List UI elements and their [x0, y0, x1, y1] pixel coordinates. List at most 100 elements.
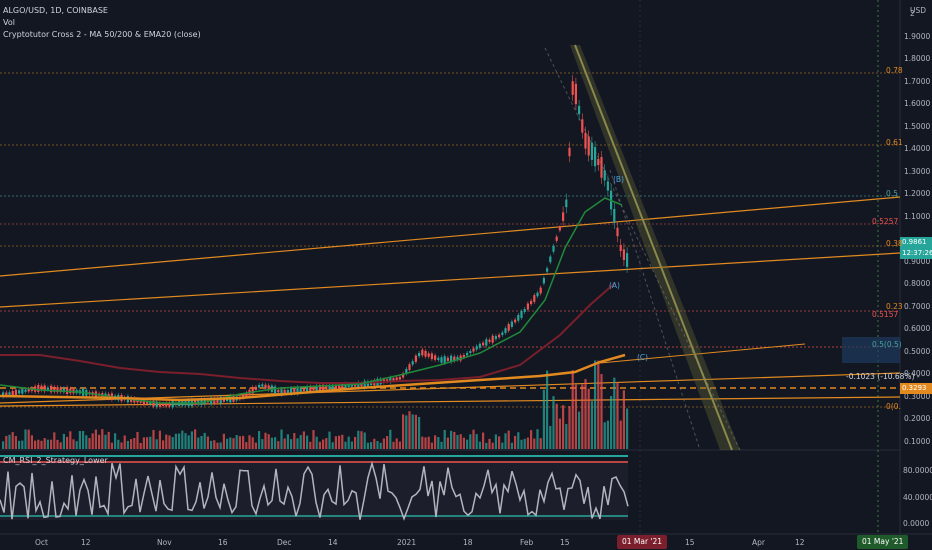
volume-bar [133, 438, 136, 449]
volume-bar [270, 437, 273, 449]
volume-bar [146, 437, 149, 449]
volume-bar [104, 434, 107, 449]
volume-bar [254, 442, 257, 449]
volume-bar [366, 442, 369, 449]
volume-bar [376, 440, 379, 449]
volume-bar [523, 438, 526, 449]
volume-bar [331, 442, 334, 449]
volume-bar [296, 438, 299, 449]
volume-bar [478, 441, 481, 449]
volume-bar [219, 442, 222, 449]
volume-bar [606, 420, 609, 449]
volume-bar [430, 442, 433, 449]
volume-bar [286, 434, 289, 449]
volume-bar [344, 441, 347, 449]
volume-bar [98, 434, 101, 449]
volume-bar [386, 436, 389, 449]
volume-bar [309, 441, 312, 449]
volume-bar [168, 435, 171, 449]
ema20-line [0, 353, 626, 402]
time-tick: Dec [277, 538, 292, 547]
price-tick: 0.4000 [904, 369, 931, 378]
volume-bar [408, 411, 411, 449]
volume-legend[interactable]: Vol [3, 18, 15, 27]
volume-bar [530, 430, 533, 449]
volume-bar [206, 436, 209, 449]
indicator-legend[interactable]: Cryptotutor Cross 2 - MA 50/200 & EMA20 … [3, 30, 201, 39]
volume-bar [411, 414, 414, 449]
volume-bar [328, 431, 331, 449]
volume-bars [2, 360, 629, 449]
volume-bar [222, 433, 225, 449]
time-tick: 15 [685, 538, 695, 547]
fib-label-0: 0(0. [886, 402, 901, 411]
volume-bar [43, 438, 46, 449]
volume-bar [536, 429, 539, 449]
volume-bar [283, 438, 286, 449]
volume-bar [382, 438, 385, 449]
volume-bar [456, 434, 459, 449]
volume-bar [373, 438, 376, 449]
volume-bar [357, 430, 360, 449]
volume-bar [542, 389, 545, 449]
volume-bar [18, 440, 21, 449]
wave-b-label: (B) [613, 175, 624, 184]
volume-bar [155, 439, 158, 449]
volume-bar [5, 435, 8, 449]
volume-bar [427, 436, 430, 449]
volume-bar [405, 415, 408, 449]
volume-bar [350, 441, 353, 449]
volume-bar [82, 430, 85, 449]
rsi-legend[interactable]: CM_RSI_2_Strategy_Lower [3, 456, 108, 465]
volume-bar [398, 441, 401, 449]
volume-bar [363, 432, 366, 449]
volume-bar [504, 433, 507, 449]
volume-bar [149, 436, 152, 449]
price-tick: 0.2000 [904, 414, 931, 423]
volume-bar [277, 441, 280, 449]
volume-bar [117, 439, 120, 449]
volume-bar [216, 442, 219, 449]
volume-bar [354, 436, 357, 449]
volume-bar [181, 430, 184, 449]
volume-bar [190, 431, 193, 449]
current-price-tag: 0.9861 [900, 237, 932, 248]
volume-bar [395, 438, 398, 449]
volume-bar [626, 408, 629, 449]
volume-bar [443, 429, 446, 449]
volume-bar [126, 440, 129, 449]
level-tag: 0.3293 [900, 383, 932, 394]
volume-bar [325, 438, 328, 449]
volume-bar [603, 422, 606, 449]
volume-bar [578, 411, 581, 449]
volume-bar [107, 431, 110, 449]
volume-bar [302, 431, 305, 449]
volume-bar [520, 439, 523, 449]
volume-bar [587, 388, 590, 449]
volume-bar [152, 429, 155, 449]
volume-bar [379, 442, 382, 449]
volume-bar [558, 418, 561, 449]
volume-bar [40, 440, 43, 449]
volume-bar [14, 436, 17, 449]
symbol-legend[interactable]: ALGO/USD, 1D, COINBASE [3, 6, 108, 15]
volume-bar [299, 435, 302, 449]
volume-bar [267, 434, 270, 449]
time-tick: 12 [795, 538, 805, 547]
volume-bar [174, 433, 177, 449]
volume-bar [488, 438, 491, 449]
date-highlight: 01 Mar '21 [617, 535, 668, 549]
time-tick: 12 [81, 538, 91, 547]
volume-bar [613, 377, 616, 449]
volume-bar [235, 435, 238, 449]
price-tick: 1.8000 [904, 54, 931, 63]
volume-bar [139, 442, 142, 449]
volume-bar [53, 432, 56, 449]
volume-bar [171, 437, 174, 449]
volume-bar [30, 435, 33, 449]
volume-bar [72, 439, 75, 449]
time-tick: 16 [218, 538, 228, 547]
rsi-tick-0: 0.0000 [903, 519, 930, 528]
time-tick: 15 [560, 538, 570, 547]
